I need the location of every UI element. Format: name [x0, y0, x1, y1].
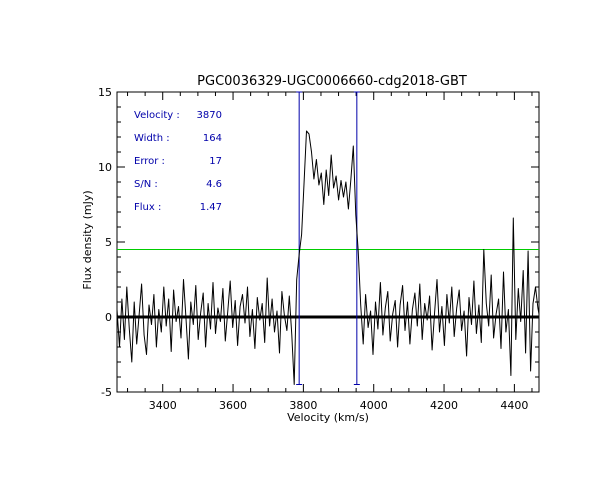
annotation-label: Width : [134, 133, 170, 144]
y-tick-label: 10 [98, 161, 112, 174]
annotation-label: Error : [134, 156, 165, 167]
annotation-value: 3870 [197, 110, 222, 121]
annotation-label: Velocity : [134, 110, 180, 121]
plot-frame [116, 91, 540, 393]
x-tick-label: 3600 [219, 399, 247, 412]
chart-title: PGC0036329-UGC0006660-cdg2018-GBT [197, 74, 467, 89]
y-tick-label: 5 [105, 236, 112, 249]
y-tick-label: -5 [101, 386, 112, 399]
x-tick-label: 3800 [289, 399, 317, 412]
y-axis-label: Flux density (mJy) [81, 190, 94, 289]
plot-area: 3400 3600 3800 4000 4200 4400 -5 0 5 10 15 [98, 86, 540, 412]
y-tick-label: 15 [98, 86, 112, 99]
annotation-value: 17 [209, 156, 222, 167]
annotation-value: 164 [203, 133, 222, 144]
x-tick-label: 4000 [360, 399, 388, 412]
annotation-label: S/N : [134, 179, 158, 190]
annotation-label: Flux : [134, 202, 161, 213]
x-axis-label: Velocity (km/s) [287, 411, 369, 424]
x-tick-label: 4400 [500, 399, 528, 412]
annotation-value: 4.6 [206, 179, 222, 190]
spectrum-series-line [116, 130, 540, 385]
x-tick-label: 3400 [149, 399, 177, 412]
x-tick-label: 4200 [430, 399, 458, 412]
annotation-box: Velocity : 3870 Width : 164 Error : 17 S/N : 4.… [134, 110, 222, 213]
annotation-value: 1.47 [200, 202, 222, 213]
y-tick-label: 0 [105, 311, 112, 324]
